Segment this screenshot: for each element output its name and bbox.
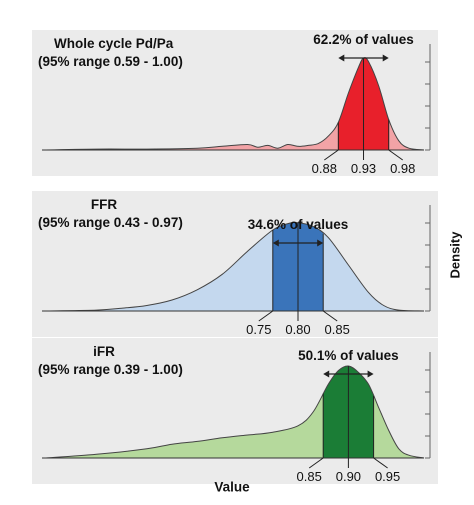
tick-label: 0.88: [312, 161, 337, 176]
arrow-head-right: [367, 370, 374, 378]
arrow-head-right: [382, 54, 389, 62]
panel-subtitle: (95% range 0.59 - 1.00): [38, 54, 183, 69]
tick-leader: [388, 149, 404, 161]
tick-leader: [258, 310, 274, 322]
tick-leader: [324, 149, 339, 161]
panel-subtitle: (95% range 0.39 - 1.00): [38, 362, 183, 377]
tick-leader: [308, 457, 324, 469]
tick-label: 0.95: [375, 469, 400, 484]
panel-ffr: 0.75 0.80 0.85 34.6% of values FFR (95% range…: [32, 191, 438, 337]
arrow-head-left: [338, 54, 345, 62]
tick-leader: [373, 457, 388, 469]
tick-label: 0.93: [351, 161, 376, 176]
panel-title: FFR: [91, 197, 117, 212]
tick-label: 0.80: [285, 322, 310, 337]
tick-label: 0.90: [336, 469, 361, 484]
tick-label: 0.85: [325, 322, 350, 337]
density-area-ffr: [46, 222, 424, 311]
panel-title: Whole cycle Pd/Pa: [54, 36, 174, 51]
arrow-head-left: [323, 370, 330, 378]
tick-leader: [322, 310, 338, 322]
panel-whole-cycle: 0.88 0.93 0.98 62.2% of values Whole cycle P…: [32, 30, 438, 176]
arrow-head-right: [317, 239, 324, 247]
percent-label: 50.1% of values: [298, 348, 399, 363]
tick-label: 0.85: [297, 469, 322, 484]
tick-label: 0.75: [246, 322, 271, 337]
percent-label: 34.6% of values: [248, 217, 349, 232]
percent-label: 62.2% of values: [313, 32, 414, 47]
panel-subtitle: (95% range 0.43 - 0.97): [38, 215, 183, 230]
panel-ifr: 0.85 0.90 0.95 50.1% of values iFR (95% range…: [32, 338, 438, 484]
panel-title: iFR: [93, 344, 115, 359]
x-axis-label: Value: [214, 479, 250, 495]
density-curve-whole-cycle: [45, 57, 425, 151]
y-axis-label: Density: [447, 231, 463, 279]
density-curve-ffr: [45, 221, 425, 312]
arrow-head-left: [272, 239, 279, 247]
tick-label: 0.98: [390, 161, 415, 176]
density-curve-ifr: [45, 365, 425, 459]
